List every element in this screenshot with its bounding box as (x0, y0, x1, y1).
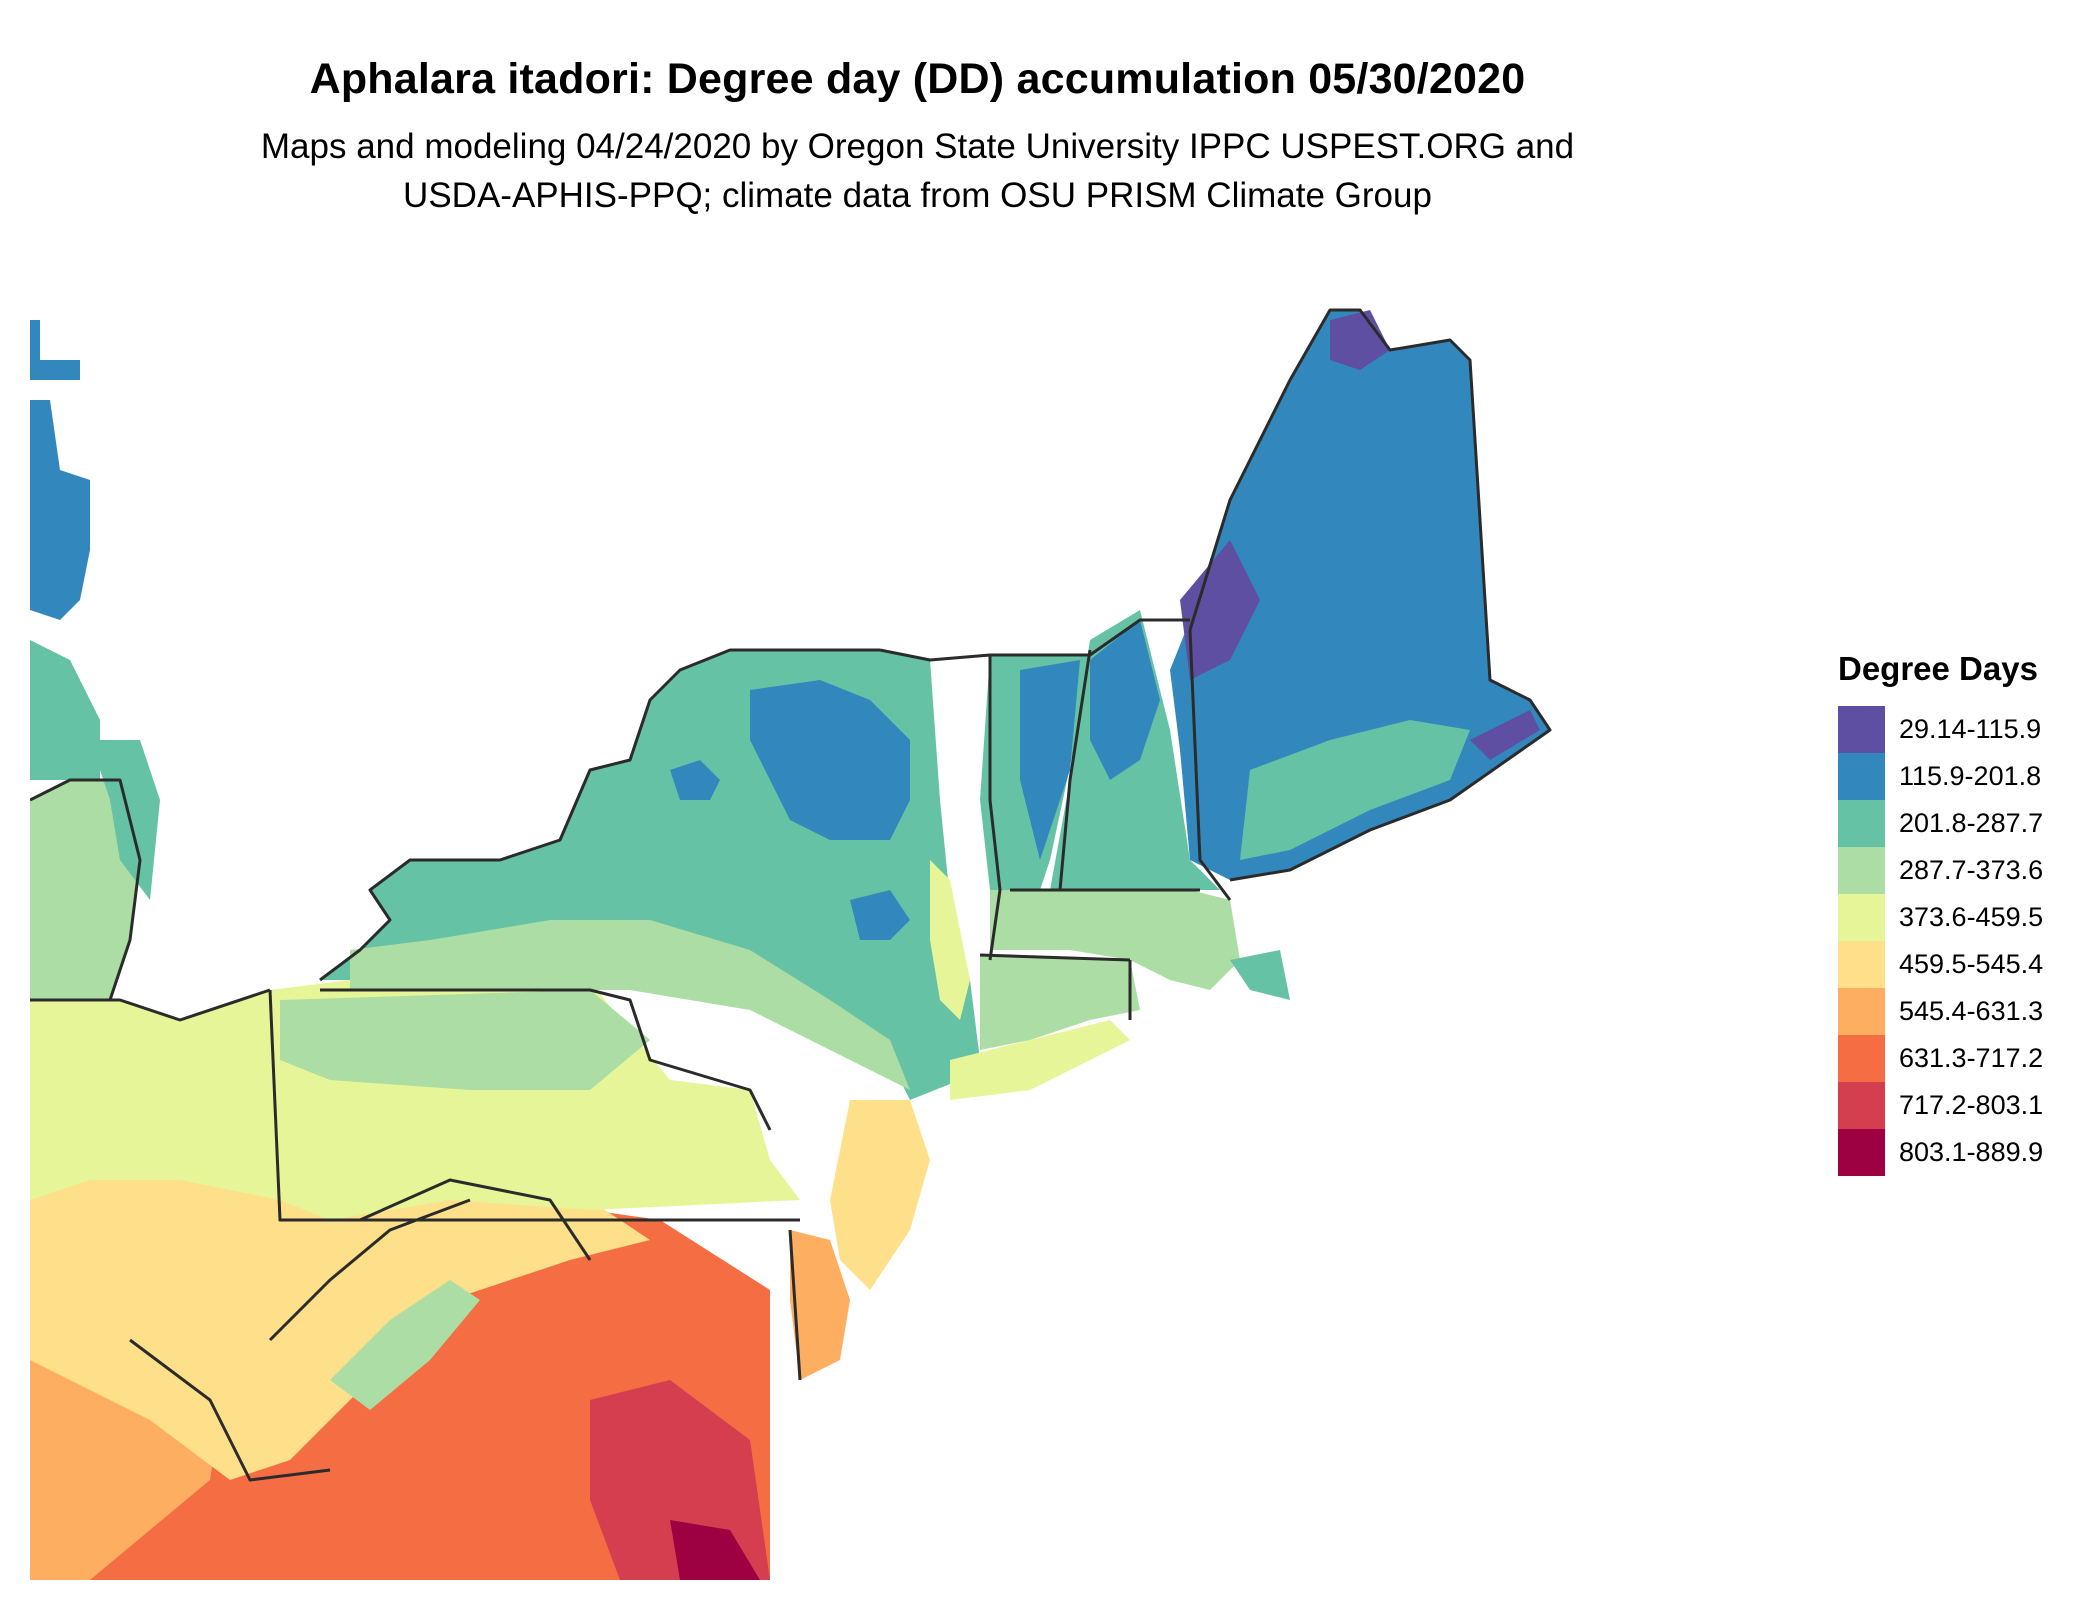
legend-swatch (1838, 941, 1885, 988)
region-west-virginia (30, 1140, 650, 1480)
legend-label: 459.5-545.4 (1899, 949, 2044, 979)
region-white-mountains (1090, 620, 1160, 780)
region-maine-downeast (1470, 710, 1540, 760)
region-tidewater (670, 1520, 760, 1580)
region-ohio (30, 990, 280, 1200)
region-pennsylvania-north (280, 990, 650, 1090)
legend-label: 115.9-201.8 (1899, 761, 2042, 791)
legend-label: 201.8-287.7 (1899, 808, 2044, 838)
boundary-ct-ma (979, 953, 1131, 962)
boundary-ny-pa (320, 988, 772, 1131)
map-subtitle: Maps and modeling 04/24/2020 by Oregon S… (0, 122, 1835, 220)
boundary-nh-me (1188, 629, 1232, 901)
legend-label: 287.7-373.6 (1899, 855, 2044, 885)
region-appalachian-ridge (330, 1280, 480, 1410)
legend-swatch (1838, 1035, 1885, 1082)
boundary-va-wv (268, 1198, 471, 1342)
legend-label: 373.6-459.5 (1899, 902, 2044, 932)
region-catskills (850, 890, 910, 940)
region-maine-coast (1240, 720, 1470, 860)
degree-day-map (30, 308, 1552, 1580)
legend-items: 29.14-115.9 115.9-201.8 201.8-287.7 287.… (1838, 706, 2043, 1176)
legend-item: 287.7-373.6 (1838, 847, 2043, 894)
legend-item: 373.6-459.5 (1838, 894, 2043, 941)
boundary-vt-nh (1058, 649, 1092, 891)
boundary-md-wv (359, 1178, 592, 1261)
legend-label: 803.1-889.9 (1899, 1137, 2044, 1167)
map-title: Aphalara itadori: Degree day (DD) accumu… (309, 55, 1526, 103)
legend-label: 545.4-631.3 (1899, 996, 2044, 1026)
boundary-ky-va (129, 1338, 331, 1482)
legend-item: 631.3-717.2 (1838, 1035, 2043, 1082)
legend-item: 459.5-545.4 (1838, 941, 2043, 988)
legend: Degree Days 29.14-115.9 115.9-201.8 201.… (1838, 650, 2043, 1176)
legend-item: 545.4-631.3 (1838, 988, 2043, 1035)
boundary-de-md (788, 1229, 802, 1381)
subtitle-line-1: Maps and modeling 04/24/2020 by Oregon S… (260, 127, 1575, 166)
legend-item: 115.9-201.8 (1838, 753, 2043, 800)
region-connecticut (980, 955, 1140, 1050)
region-maine-mountains (1180, 540, 1260, 680)
legend-item: 717.2-803.1 (1838, 1082, 2043, 1129)
legend-item: 29.14-115.9 (1838, 706, 2043, 753)
legend-item: 201.8-287.7 (1838, 800, 2043, 847)
boundary-lake-shore (319, 648, 880, 982)
legend-swatch (1838, 847, 1885, 894)
region-new-york-south (350, 920, 910, 1090)
legend-label: 29.14-115.9 (1899, 714, 2042, 744)
region-michigan-upper (30, 400, 90, 620)
state-boundaries (30, 308, 1552, 1482)
region-green-mountains (1020, 660, 1080, 860)
region-cape-cod (1230, 950, 1290, 1000)
legend-swatch (1838, 800, 1885, 847)
legend-swatch (1838, 894, 1885, 941)
boundary-pa-south (268, 989, 800, 1222)
legend-label: 717.2-803.1 (1899, 1090, 2044, 1120)
region-new-jersey (830, 1100, 930, 1290)
region-massachusetts (990, 890, 1240, 990)
region-tug-hill (670, 760, 720, 800)
boundary-oh-pa (30, 988, 271, 1022)
boundary-michigan-shore (30, 778, 142, 1001)
region-maine-north (1330, 310, 1390, 370)
region-michigan-north (30, 640, 100, 780)
legend-label: 631.3-717.2 (1899, 1043, 2044, 1073)
legend-swatch (1838, 753, 1885, 800)
boundary-ny-canada (879, 618, 1190, 662)
region-adirondacks (750, 680, 910, 840)
region-long-island (950, 1020, 1130, 1100)
region-delmarva (790, 1230, 850, 1380)
legend-title: Degree Days (1838, 650, 2038, 687)
subtitle-line-2: USDA-APHIS-PPQ; climate data from OSU PR… (403, 176, 1432, 215)
region-michigan (30, 780, 140, 1000)
region-upper-peninsula (30, 320, 80, 380)
legend-item: 803.1-889.9 (1838, 1129, 2043, 1176)
boundary-maine-outline (1188, 308, 1552, 882)
legend-swatch (1838, 706, 1885, 753)
legend-swatch (1838, 1082, 1885, 1129)
region-hudson-valley (930, 860, 970, 1020)
boundary-ny-vt (988, 655, 1002, 961)
legend-swatch (1838, 988, 1885, 1035)
legend-swatch (1838, 1129, 1885, 1176)
